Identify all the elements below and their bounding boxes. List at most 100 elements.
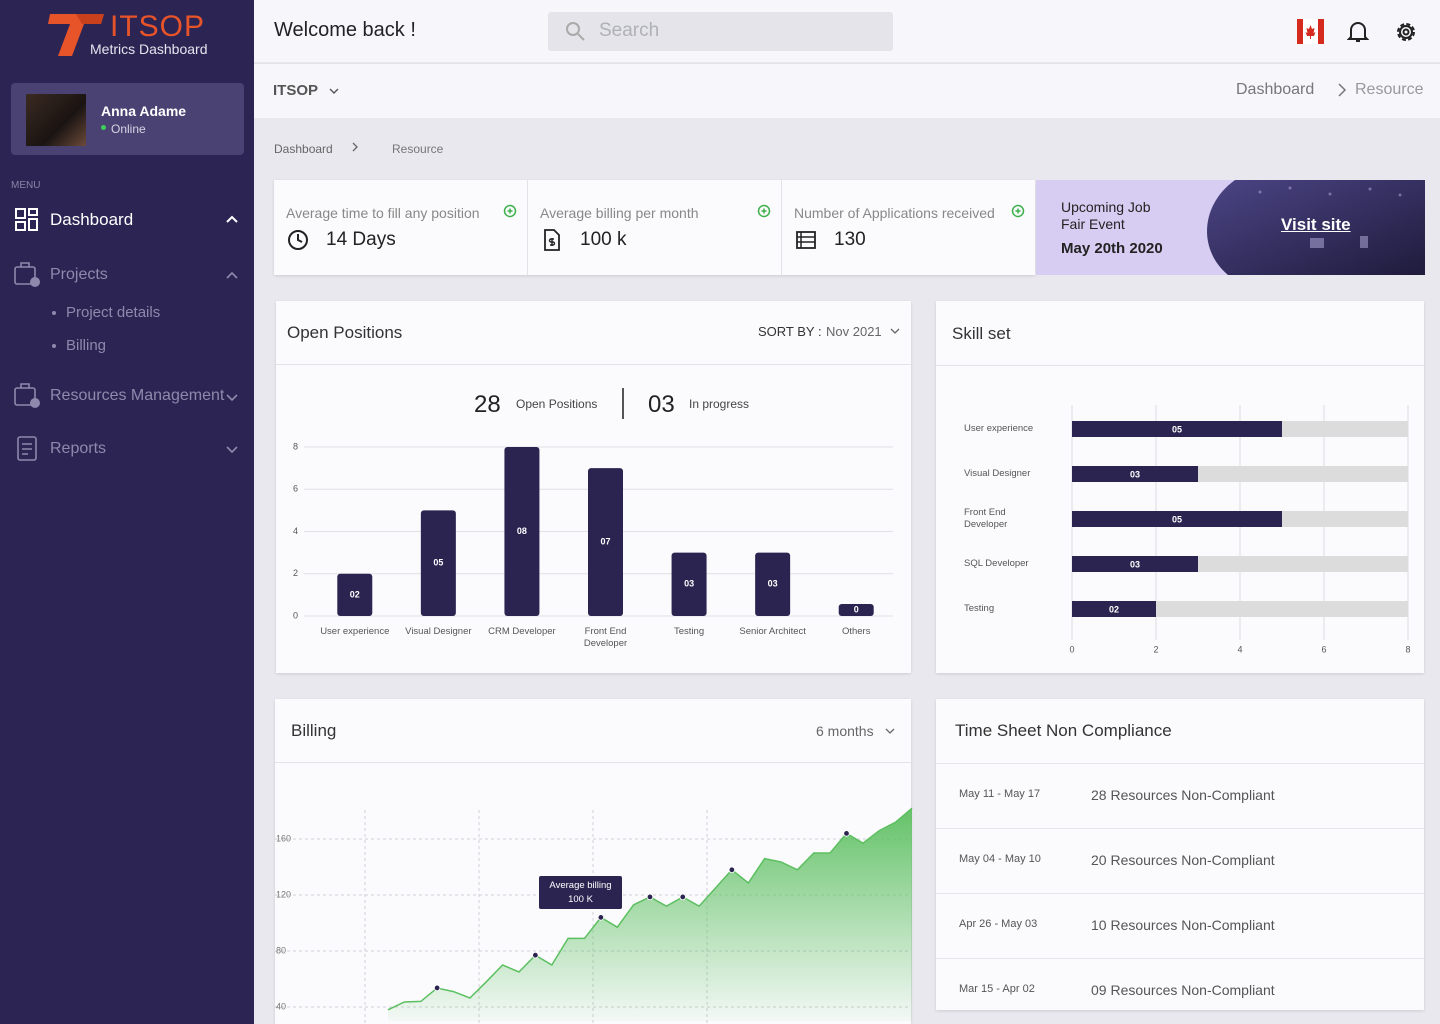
stat-label: Average time to fill any position [286, 205, 480, 221]
stat-value: 100 k [580, 229, 627, 250]
submenu-item[interactable]: Billing [66, 337, 107, 354]
value-label: 03 [1130, 559, 1140, 569]
settings-icon[interactable] [1394, 20, 1418, 44]
stat-value: 14 Days [326, 229, 396, 250]
summary-value: 03 [648, 391, 675, 418]
value-label: 08 [517, 526, 527, 536]
area-fill [388, 808, 912, 1021]
sidebar [0, 0, 254, 1024]
menu-label: MENU [11, 180, 41, 191]
stat-label: Number of Applications received [794, 205, 995, 221]
card-title: Open Positions [287, 323, 403, 342]
timesheet-period: May 11 - May 17 [959, 788, 1041, 800]
bar [1072, 421, 1282, 437]
plus-icon[interactable] [1011, 204, 1025, 218]
logo-mark [48, 14, 104, 56]
summary-label: In progress [689, 397, 750, 411]
list-icon [796, 231, 816, 249]
x-tick-label: 2 [1153, 644, 1158, 654]
user-status: Online [111, 122, 146, 136]
bar [1072, 466, 1198, 482]
value-label: 02 [350, 589, 360, 599]
bar [1072, 556, 1198, 572]
point-marker [433, 984, 441, 992]
search-placeholder: Search [599, 20, 660, 41]
x-tick-label: 4 [1237, 644, 1242, 654]
card-title: Skill set [952, 324, 1011, 343]
y-tick-label: User experience [964, 423, 1034, 434]
row-divider [936, 958, 1424, 959]
value-label: 03 [768, 579, 778, 589]
resources-icon [14, 383, 40, 408]
document-icon [544, 229, 560, 251]
card-title: Time Sheet Non Compliance [955, 721, 1172, 740]
x-tick-label: 0 [1069, 644, 1074, 654]
sort-label: SORT BY : [758, 324, 822, 339]
y-tick-label: SQL Developer [964, 558, 1029, 569]
point-marker [679, 893, 686, 901]
search-box[interactable] [548, 12, 893, 51]
timesheet-period: Mar 15 - Apr 02 [959, 983, 1035, 995]
subheader [254, 63, 1440, 118]
greeting: Welcome back ! [274, 19, 416, 41]
org-selector[interactable]: ITSOP [273, 82, 319, 99]
y-tick-label: Visual Designer [964, 468, 1031, 479]
timesheet-text: 09 Resources Non-Compliant [1091, 982, 1275, 998]
plus-icon[interactable] [503, 204, 517, 218]
menu-item[interactable]: Resources Management [50, 387, 225, 404]
menu-item[interactable]: Reports [50, 440, 107, 457]
bar [588, 468, 623, 616]
flag-icon[interactable] [1297, 19, 1324, 44]
breadcrumb-item[interactable]: Dashboard [1236, 81, 1315, 98]
y-tick-label: 4 [293, 526, 298, 536]
chevron-down [329, 88, 339, 94]
point-marker [843, 830, 850, 837]
clock-icon [288, 230, 308, 250]
y-tick-label: 120 [276, 889, 291, 899]
timesheet-period: Apr 26 - May 03 [959, 918, 1038, 930]
timesheet-text: 10 Resources Non-Compliant [1091, 917, 1275, 933]
y-tick-label: Front End Developer [964, 507, 1008, 530]
sort-value[interactable]: Nov 2021 [826, 324, 882, 339]
summary-value: 28 [474, 391, 501, 418]
event-title: Upcoming Job Fair Event [1061, 199, 1151, 232]
submenu-item[interactable]: Project details [66, 304, 161, 321]
breadcrumb-item[interactable]: Dashboard [274, 142, 333, 156]
bar [671, 552, 707, 616]
breadcrumb-item[interactable]: Resource [392, 142, 444, 156]
annotation-line: 100 K [568, 894, 593, 905]
bell-icon[interactable] [1347, 20, 1369, 44]
event-image [1207, 180, 1425, 275]
menu-item[interactable]: Dashboard [50, 210, 134, 229]
point-marker [597, 914, 605, 921]
chevron-up [226, 271, 238, 279]
divider [276, 364, 911, 365]
x-tick-label: Others [841, 626, 871, 637]
menu-item[interactable]: Projects [50, 266, 108, 283]
point-marker [728, 866, 736, 873]
avatar [26, 94, 86, 146]
bar [755, 552, 791, 616]
bar [504, 447, 540, 616]
period-selector[interactable]: 6 months [816, 723, 874, 739]
y-tick-label: 6 [293, 484, 298, 494]
plus-icon[interactable] [757, 204, 771, 218]
projects-icon [14, 262, 40, 287]
bar [1072, 511, 1282, 527]
summary-label: Open Positions [516, 397, 598, 411]
breadcrumb-item[interactable]: Resource [1355, 81, 1424, 98]
event-date: May 20th 2020 [1061, 240, 1163, 257]
x-tick-label: Visual Designer [405, 626, 472, 637]
row-divider [936, 763, 1424, 764]
row-divider [936, 828, 1424, 829]
bar [1072, 601, 1156, 617]
chevron-down [890, 328, 900, 334]
x-tick-label: Front End Developer [583, 626, 628, 649]
event-link[interactable]: Visit site [1281, 215, 1351, 234]
annotation-line: Average billing [549, 880, 612, 891]
y-tick-label: 0 [293, 610, 298, 620]
timesheet-period: May 04 - May 10 [959, 853, 1041, 865]
timesheet-text: 28 Resources Non-Compliant [1091, 787, 1275, 803]
